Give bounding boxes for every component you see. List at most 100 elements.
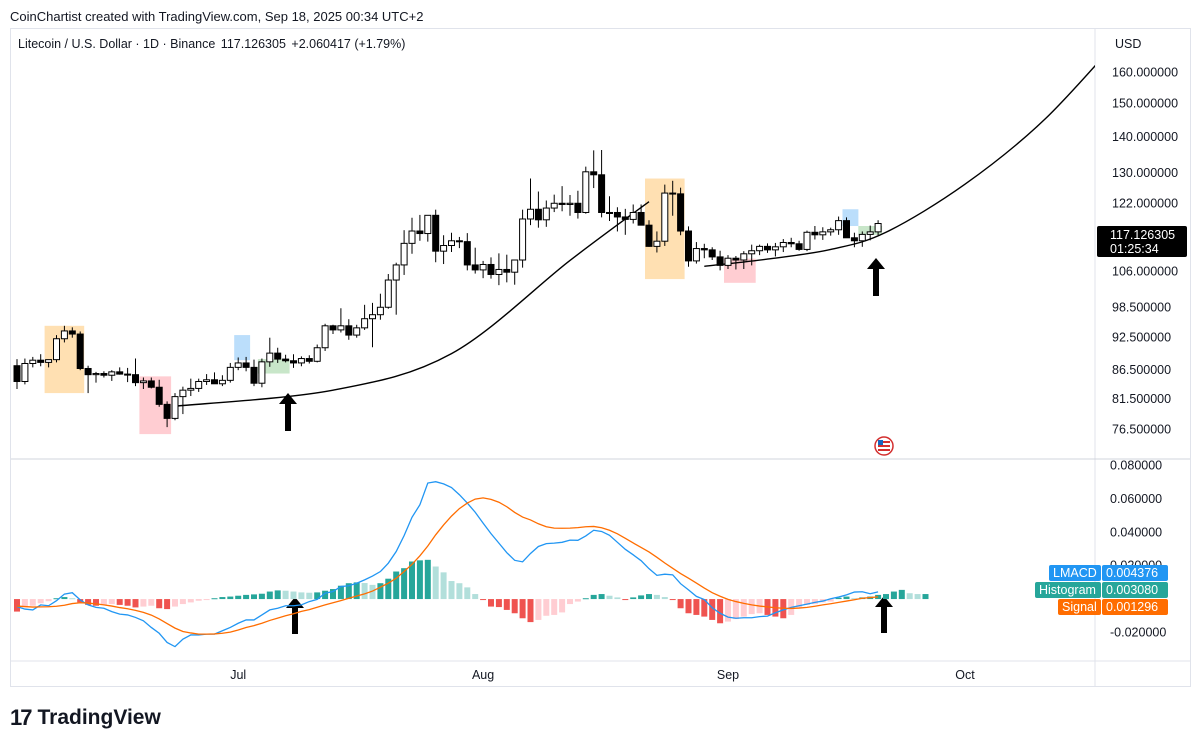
candle-body xyxy=(258,361,266,384)
histogram-bar xyxy=(29,599,36,606)
histogram-bar xyxy=(519,599,526,619)
candle xyxy=(369,302,376,348)
histogram-bar xyxy=(456,583,463,600)
macd-lines xyxy=(16,481,879,648)
candle xyxy=(606,196,613,222)
candle xyxy=(76,331,84,371)
candle xyxy=(274,347,282,363)
price-tick-label: 130.000000 xyxy=(1112,166,1178,180)
histogram-bar xyxy=(567,599,573,605)
candle-body xyxy=(637,211,645,226)
candle-body xyxy=(53,338,60,361)
histogram-bar xyxy=(906,593,913,600)
candle-body xyxy=(527,208,534,220)
candle-body xyxy=(795,243,803,250)
candle-body xyxy=(337,325,345,331)
signal-name: Signal xyxy=(1062,600,1097,614)
price-tick-label: 92.500000 xyxy=(1112,331,1171,345)
histogram-bar xyxy=(377,583,384,600)
candle-body xyxy=(290,360,297,364)
time-axis[interactable]: Jul Aug Sep Oct xyxy=(230,668,975,682)
candle-body xyxy=(313,347,321,362)
candle xyxy=(100,371,108,378)
candle xyxy=(266,337,274,367)
signal-line xyxy=(16,497,879,635)
candle xyxy=(226,362,234,383)
candle-body xyxy=(629,211,637,220)
candle xyxy=(361,304,369,330)
candle-body xyxy=(124,373,132,376)
histogram-bar xyxy=(669,599,676,601)
candle-body xyxy=(155,386,163,405)
histogram-bar xyxy=(440,572,447,600)
histogram-bar xyxy=(235,595,242,600)
candle xyxy=(692,242,700,264)
histogram-bar xyxy=(725,599,731,622)
candle xyxy=(582,166,590,214)
histogram-bar xyxy=(495,599,502,608)
candle-body xyxy=(211,379,218,385)
histogram-bar xyxy=(298,592,305,600)
lmacd-value: 0.004376 xyxy=(1106,566,1158,580)
histogram-bar xyxy=(132,599,139,608)
histogram-bar xyxy=(353,582,360,600)
histogram-bar xyxy=(314,592,321,600)
candle-body xyxy=(661,192,669,242)
candle xyxy=(92,371,100,383)
candle-body xyxy=(827,229,835,233)
histogram-bar xyxy=(258,593,265,600)
parabolic-curves xyxy=(174,64,1095,407)
candle xyxy=(290,354,297,368)
candle-body xyxy=(598,174,606,213)
price-axis[interactable]: 160.000000 150.000000 140.000000 130.000000… xyxy=(1112,65,1178,436)
candle xyxy=(527,178,534,226)
histogram-bar xyxy=(843,596,850,600)
candle xyxy=(653,231,661,253)
candle-body xyxy=(187,387,195,391)
candle xyxy=(487,257,495,279)
us-flag-event-icon[interactable] xyxy=(874,436,894,456)
histogram-bar xyxy=(385,578,392,600)
time-tick-label: Aug xyxy=(472,668,494,682)
candle xyxy=(282,354,290,363)
candle xyxy=(542,200,550,227)
candle-body xyxy=(353,327,361,336)
histogram-bar xyxy=(622,599,629,601)
candle-body xyxy=(432,214,440,252)
candle-body xyxy=(84,367,92,376)
candle-body xyxy=(226,366,234,381)
candle-body xyxy=(819,231,827,236)
histogram-bar xyxy=(124,599,131,606)
macd-tick-label: 0.040000 xyxy=(1110,525,1162,539)
macd-tick-label: 0.060000 xyxy=(1110,492,1162,506)
candle xyxy=(187,378,195,397)
candle xyxy=(258,358,266,388)
candle xyxy=(661,184,669,246)
candle-body xyxy=(590,171,598,176)
candle xyxy=(574,190,582,219)
histogram-bar xyxy=(480,599,487,601)
candle xyxy=(708,247,716,261)
histogram-bar xyxy=(527,599,534,623)
candle xyxy=(558,186,566,212)
symbol-legend[interactable]: Litecoin / U.S. Dollar · 1D · Binance 11… xyxy=(18,37,407,51)
candle-body xyxy=(764,245,771,251)
candle xyxy=(756,244,764,256)
histogram-bar xyxy=(488,599,494,607)
candle-body xyxy=(874,223,882,233)
candle xyxy=(124,367,132,383)
currency-label[interactable]: USD xyxy=(1115,37,1141,51)
candle-body xyxy=(582,171,590,213)
tradingview-logo[interactable]: 17 TradingView xyxy=(10,705,161,731)
histogram-bar xyxy=(37,599,44,604)
histogram-bar xyxy=(14,599,20,612)
price-tick-label: 140.000000 xyxy=(1112,130,1178,144)
annotation-arrow-september xyxy=(867,258,885,296)
candle xyxy=(218,375,226,387)
histogram-bar xyxy=(653,594,660,600)
candle-body xyxy=(511,259,519,273)
candle xyxy=(803,230,811,252)
histogram-bar xyxy=(21,599,28,608)
histogram-bar xyxy=(535,599,542,620)
